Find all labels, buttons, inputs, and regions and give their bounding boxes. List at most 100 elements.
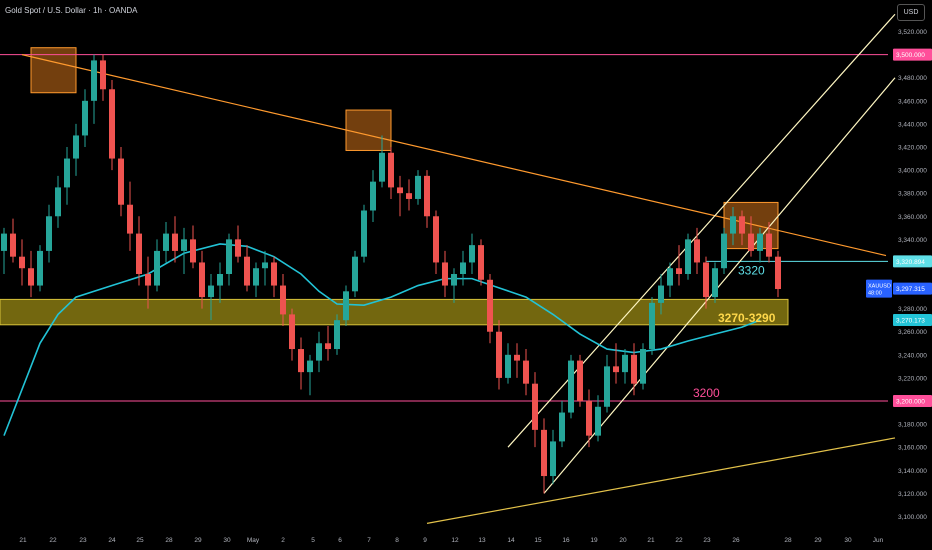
candle-body <box>541 429 547 477</box>
x-tick-label: 2 <box>281 537 285 544</box>
candle-body <box>766 233 772 257</box>
candle-body <box>712 268 718 298</box>
candle-body <box>478 245 484 280</box>
x-tick-label: 6 <box>338 537 342 544</box>
y-tick-label: 3,440.000 <box>898 121 927 128</box>
candle <box>379 135 385 188</box>
candle-body <box>73 135 79 159</box>
candle <box>532 372 538 448</box>
x-tick-label: 8 <box>395 537 399 544</box>
candle-body <box>433 216 439 263</box>
x-tick-label: 21 <box>19 537 27 544</box>
candle-body <box>100 60 106 90</box>
candle <box>541 418 547 494</box>
candle-body <box>559 412 565 442</box>
candle <box>145 256 151 309</box>
x-tick-label: 13 <box>478 537 486 544</box>
candle-body <box>109 89 115 159</box>
candle <box>739 210 745 246</box>
moving-average-line <box>3 243 761 436</box>
x-tick-label: 9 <box>423 537 427 544</box>
x-tick-label: 26 <box>732 537 740 544</box>
candle-body <box>370 181 376 211</box>
candle-body <box>406 193 412 199</box>
x-tick-label: 29 <box>814 537 822 544</box>
candle-body <box>352 256 358 292</box>
x-tick-label: 15 <box>534 537 542 544</box>
candle-body <box>667 268 673 286</box>
x-tick-label: 30 <box>223 537 231 544</box>
candle <box>388 147 394 199</box>
y-tick-label: 3,180.000 <box>898 422 927 429</box>
candle <box>64 147 70 205</box>
x-tick-label: 30 <box>844 537 852 544</box>
price-label-box <box>893 395 932 407</box>
candle <box>406 179 412 211</box>
candle-body <box>523 360 529 384</box>
candle <box>757 227 763 263</box>
candle <box>361 204 367 263</box>
candle <box>262 250 268 286</box>
candle <box>712 262 718 303</box>
candle <box>568 354 574 419</box>
candle <box>514 343 520 378</box>
support-zone <box>0 298 789 326</box>
candle <box>28 250 34 298</box>
candle-body <box>208 285 214 298</box>
y-tick-label: 3,120.000 <box>898 491 927 498</box>
candle <box>442 250 448 298</box>
annotation-3320: 3320 <box>738 263 765 277</box>
candle-body <box>262 262 268 269</box>
candle <box>604 354 610 413</box>
candle <box>172 216 178 263</box>
candle-body <box>37 250 43 286</box>
candle <box>325 325 331 361</box>
candle-body <box>289 314 295 350</box>
candle-body <box>649 302 655 350</box>
candle-body <box>226 239 232 274</box>
candle-body <box>622 354 628 373</box>
candle-body <box>748 233 754 251</box>
candle <box>613 343 619 384</box>
candle <box>226 233 232 286</box>
candle <box>775 250 781 298</box>
x-tick-label: Jun <box>873 537 884 544</box>
candle-body <box>640 349 646 384</box>
x-tick-label: 25 <box>136 537 144 544</box>
candle-body <box>199 262 205 298</box>
candle <box>415 170 421 205</box>
candle <box>334 314 340 355</box>
price-label: 3,320.894 <box>896 259 925 266</box>
x-tick-label: 7 <box>367 537 371 544</box>
countdown-label: 48:00 <box>868 291 882 297</box>
x-tick-label: 5 <box>311 537 315 544</box>
candle <box>550 429 556 485</box>
candle-body <box>253 268 259 286</box>
candle-body <box>577 360 583 401</box>
x-tick-label: May <box>247 537 260 544</box>
candle <box>487 274 493 344</box>
candle-body <box>154 250 160 286</box>
candle-body <box>82 100 88 136</box>
candle-body <box>271 262 277 286</box>
candle-body <box>55 187 61 217</box>
candle-body <box>730 216 736 234</box>
y-tick-label: 3,100.000 <box>898 514 927 521</box>
candle-body <box>127 204 133 234</box>
price-label: 3,270.173 <box>896 317 925 324</box>
candle-body <box>442 262 448 286</box>
candle-body <box>244 256 250 286</box>
candle-body <box>460 262 466 274</box>
x-tick-label: 20 <box>619 537 627 544</box>
candle-body <box>514 354 520 361</box>
highlight-box <box>345 109 392 151</box>
candle-body <box>613 366 619 373</box>
price-label-box <box>893 48 932 61</box>
candle <box>289 308 295 361</box>
candle <box>721 227 727 274</box>
candle <box>1 227 7 274</box>
candle <box>658 274 664 315</box>
candle <box>46 204 52 263</box>
currency-button[interactable]: USD <box>897 4 925 21</box>
